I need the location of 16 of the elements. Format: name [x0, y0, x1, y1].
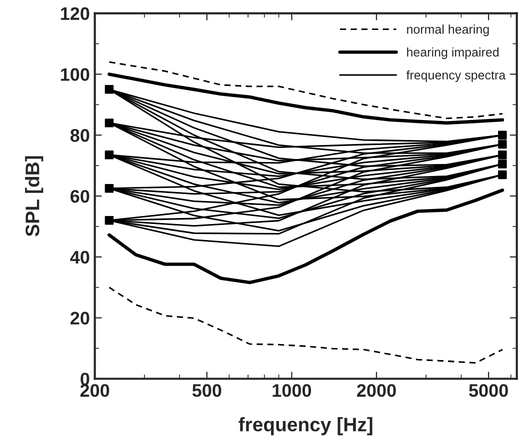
x-tick-label: 2000 — [357, 384, 396, 397]
x-axis-title: frequency [Hz] — [238, 417, 372, 436]
y-tick-label: 100 — [60, 68, 90, 81]
legend-label: hearing impaired — [407, 47, 499, 60]
y-tick-label: 80 — [70, 129, 90, 142]
y-tick-label: 20 — [70, 312, 90, 325]
y-tick-label: 120 — [60, 7, 90, 20]
x-tick-label: 1000 — [272, 384, 312, 397]
y-axis-title: SPL [dB] — [25, 156, 44, 236]
y-tick-label: 40 — [70, 250, 90, 264]
x-tick-label: 200 — [80, 384, 110, 397]
x-tick-label: 5000 — [469, 384, 508, 397]
legend-label: normal hearing — [407, 24, 489, 36]
legend-label: frequency spectra — [406, 70, 506, 82]
y-tick-label: 60 — [70, 190, 90, 203]
x-tick-label: 500 — [192, 384, 222, 397]
